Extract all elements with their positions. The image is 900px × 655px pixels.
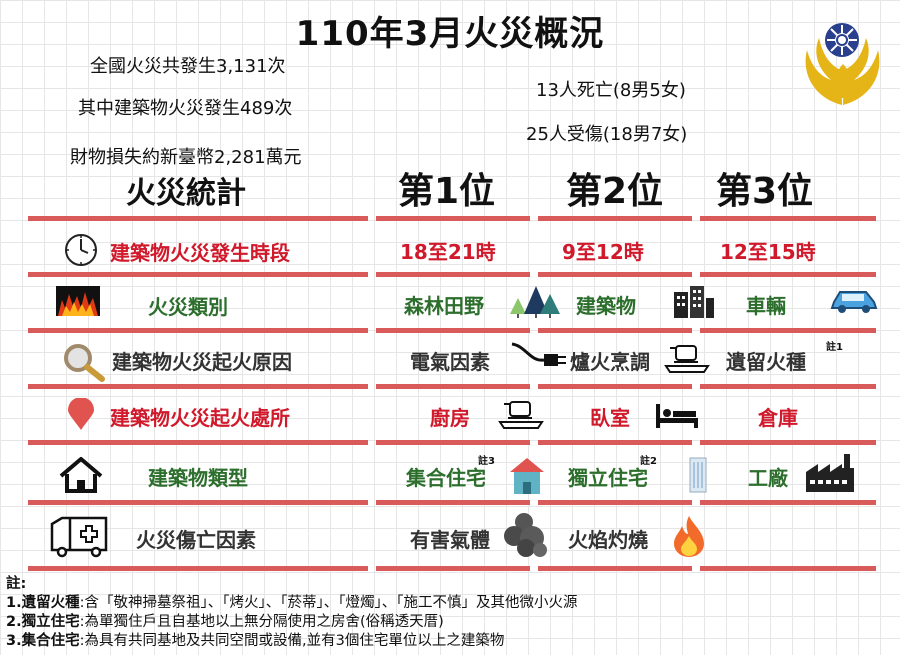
location-pin-icon <box>68 398 94 430</box>
note-2: 2.獨立住宅:為單獨住戶且自基地以上無分隔使用之房舍(俗稱透天厝) <box>6 613 578 632</box>
note-mark-2: 註2 <box>640 456 657 467</box>
notes-heading: 註: <box>6 576 27 592</box>
buildings-icon <box>674 286 714 318</box>
flames-icon <box>56 286 100 316</box>
note-mark-3: 註3 <box>478 456 495 467</box>
note-mark-1: 註1 <box>826 342 843 353</box>
row-label-building-type: 建築物類型 <box>148 466 248 490</box>
cell-place-1: 廚房 <box>430 406 470 430</box>
townhouse-icon <box>689 457 707 493</box>
row-label-cause: 建築物火災起火原因 <box>112 350 292 374</box>
kitchen-stove-icon <box>498 401 544 429</box>
stats-header: 火災統計 <box>126 176 246 211</box>
magnifier-icon <box>64 344 105 382</box>
note-2-term: 2.獨立住宅 <box>6 614 80 630</box>
cell-time-3: 12至15時 <box>720 240 816 264</box>
cell-time-1: 18至21時 <box>400 240 496 264</box>
cell-building-2: 獨立住宅 <box>568 466 648 490</box>
summary-injuries: 25人受傷(18男7女) <box>526 124 688 145</box>
note-3-term: 3.集合住宅 <box>6 633 80 649</box>
apartment-icon <box>510 458 544 494</box>
cell-building-3: 工廠 <box>748 466 788 490</box>
cell-casualty-2: 火焰灼燒 <box>568 528 648 552</box>
ambulance-icon <box>50 516 108 558</box>
cell-time-2: 9至12時 <box>562 240 644 264</box>
car-icon <box>830 291 878 313</box>
cell-type-1: 森林田野 <box>404 294 484 318</box>
cell-type-2: 建築物 <box>576 294 636 318</box>
factory-icon <box>806 454 854 492</box>
row-label-casualty: 火災傷亡因素 <box>136 528 256 552</box>
cell-cause-2: 爐火烹調 <box>570 350 650 374</box>
footnotes: 註: 1.遺留火種:含「敬神掃墓祭祖」、「烤火」、「菸蒂」、「燈燭」、「施工不慎… <box>6 575 578 651</box>
cell-building-1: 集合住宅 <box>406 466 486 490</box>
fire-agency-emblem-icon <box>805 23 880 105</box>
clock-icon <box>65 234 97 266</box>
row-label-place: 建築物火災起火處所 <box>110 406 290 430</box>
note-3-text: :為具有共同基地及共同空間或設備,並有3個住宅單位以上之建築物 <box>79 633 505 649</box>
note-3: 3.集合住宅:為具有共同基地及共同空間或設備,並有3個住宅單位以上之建築物 <box>6 632 578 651</box>
row-label-fire-type: 火災類別 <box>148 295 228 319</box>
rank-1-header: 第1位 <box>398 171 496 212</box>
summary-deaths: 13人死亡(8男5女) <box>536 80 686 101</box>
note-1-term: 1.遺留火種 <box>6 595 80 611</box>
cell-place-3: 倉庫 <box>758 406 798 430</box>
forest-icon <box>510 286 560 318</box>
summary-building: 其中建築物火災發生489次 <box>78 98 293 119</box>
note-2-text: :為單獨住戶且自基地以上無分隔使用之房舍(俗稱透天厝) <box>79 614 444 630</box>
flame-icon <box>674 516 704 557</box>
cell-type-3: 車輛 <box>746 294 786 318</box>
rank-3-header: 第3位 <box>716 171 814 212</box>
row-label-time: 建築物火災發生時段 <box>110 241 290 265</box>
rank-2-header: 第2位 <box>566 171 664 212</box>
cell-cause-1: 電氣因素 <box>410 350 490 374</box>
page-title: 110年3月火災概況 <box>295 14 605 54</box>
house-icon <box>59 457 103 493</box>
note-1-text: :含「敬神掃墓祭祖」、「烤火」、「菸蒂」、「燈燭」、「施工不慎」及其他微小火源 <box>79 595 578 611</box>
note-1: 1.遺留火種:含「敬神掃墓祭祖」、「烤火」、「菸蒂」、「燈燭」、「施工不慎」及其… <box>6 594 578 613</box>
plug-icon <box>511 342 566 366</box>
summary-loss: 財物損失約新臺幣2,281萬元 <box>70 147 302 168</box>
cell-casualty-1: 有害氣體 <box>410 528 490 552</box>
toxic-smoke-icon <box>504 513 547 557</box>
cell-cause-3: 遺留火種 <box>726 350 806 374</box>
bed-icon <box>656 404 698 428</box>
summary-total: 全國火災共發生3,131次 <box>90 56 286 77</box>
stove-pot-icon <box>664 345 710 373</box>
cell-place-2: 臥室 <box>590 406 630 430</box>
